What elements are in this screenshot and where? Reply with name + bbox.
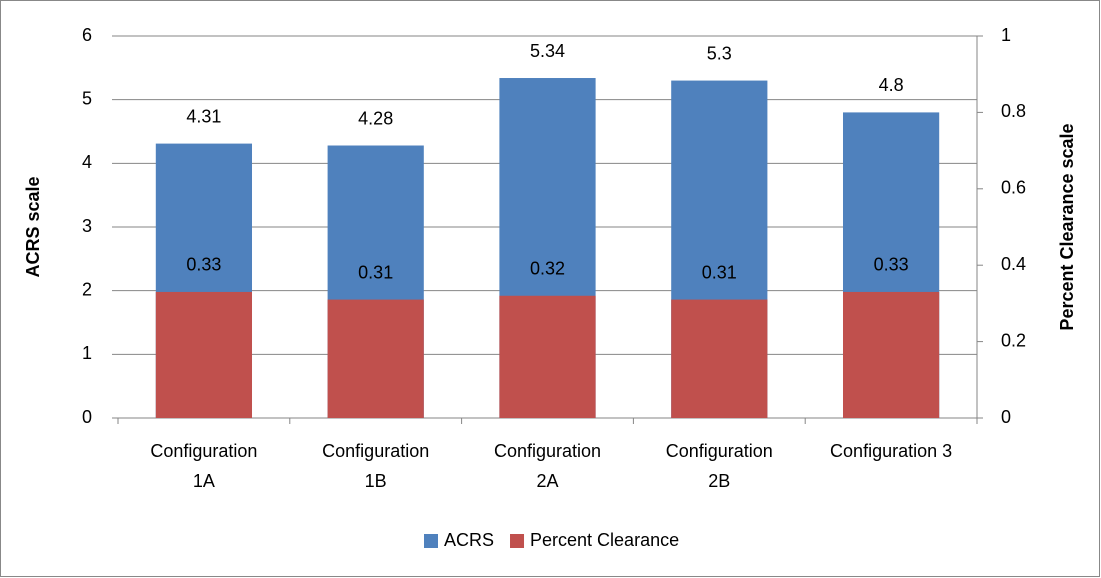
data-label: 4.31 <box>186 106 221 126</box>
y2-tick-label: 1 <box>1001 25 1011 45</box>
data-label: 0.33 <box>186 255 221 275</box>
bar <box>327 299 424 418</box>
x-tick-label: Configuration 1A <box>150 441 257 491</box>
y-tick-label: 3 <box>82 216 92 236</box>
bar <box>842 291 940 418</box>
legend-label: Percent Clearance <box>530 530 679 550</box>
bar <box>671 299 768 418</box>
y2-tick-label: 0.8 <box>1001 101 1026 121</box>
y-tick-label: 6 <box>82 25 92 45</box>
y2-tick-label: 0 <box>1001 407 1011 427</box>
x-tick-label: Configuration 3 <box>830 441 952 461</box>
data-label: 5.34 <box>530 41 565 61</box>
legend-swatch <box>510 534 525 548</box>
y2-tick-label: 0.6 <box>1001 178 1026 198</box>
data-label: 5.3 <box>707 43 732 63</box>
data-label: 0.32 <box>530 259 565 279</box>
y-tick-label: 2 <box>82 279 92 299</box>
x-tick-label: Configuration 2B <box>666 441 773 491</box>
bar <box>499 295 596 418</box>
data-label: 4.8 <box>879 75 904 95</box>
y-tick-label: 5 <box>82 88 92 108</box>
y-axis-title: ACRS scale <box>23 176 43 277</box>
data-label: 4.28 <box>358 108 393 128</box>
data-label: 0.31 <box>358 262 393 282</box>
y2-axis-title: Percent Clearance scale <box>1057 123 1077 330</box>
y-tick-label: 0 <box>82 407 92 427</box>
data-label: 0.31 <box>702 262 737 282</box>
x-tick-label: Configuration 1B <box>322 441 429 491</box>
y2-tick-label: 0.4 <box>1001 254 1026 274</box>
y2-tick-label: 0.2 <box>1001 330 1026 350</box>
x-tick-label: Configuration 2A <box>494 441 601 491</box>
legend-swatch <box>424 534 438 548</box>
y-tick-label: 1 <box>82 343 92 363</box>
data-label: 0.33 <box>874 255 909 275</box>
bar <box>155 291 253 418</box>
legend-label: ACRS <box>444 530 494 550</box>
y-tick-label: 4 <box>82 152 92 172</box>
